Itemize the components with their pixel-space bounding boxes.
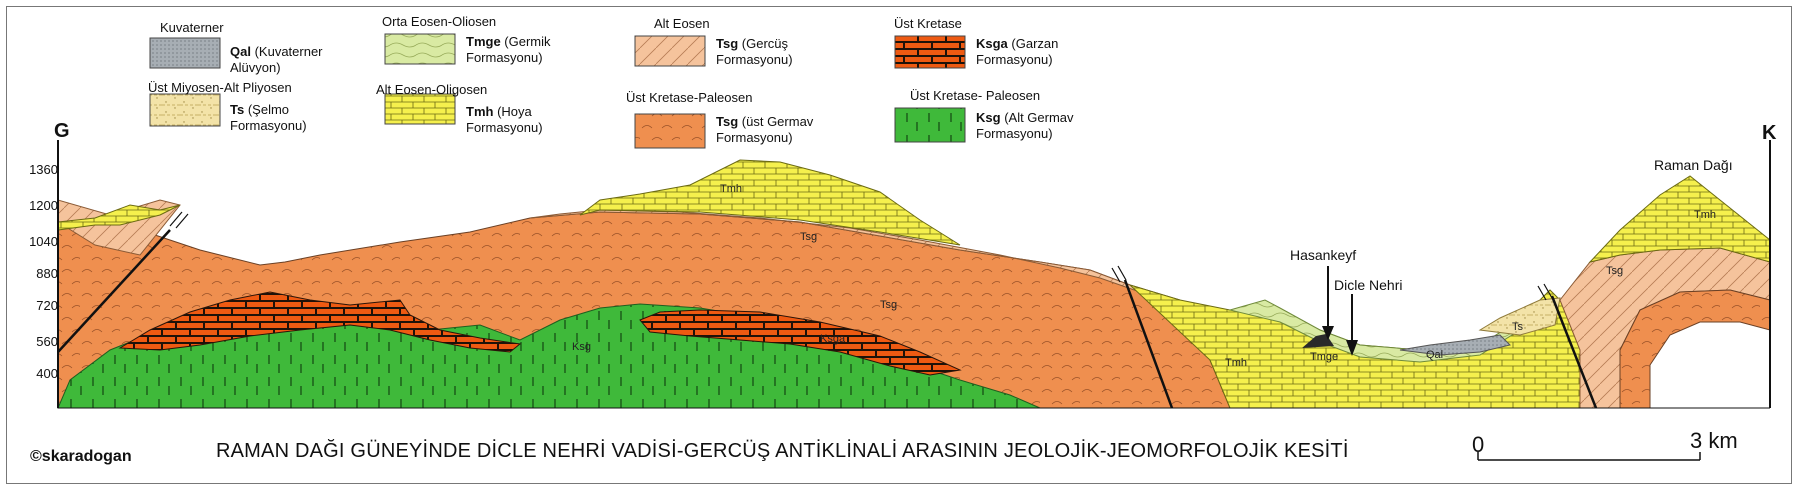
legend-entry-tmge: Tmge (Germik Formasyonu) [466, 34, 586, 66]
layer-tmh-top [579, 159, 961, 246]
legend-swatch-tmh [384, 93, 456, 125]
place-raman: Raman Dağı [1654, 157, 1733, 173]
legend-entry-tsg-germav: Tsg (üst Germav Formasyonu) [716, 114, 836, 146]
unit-label-ksga: Ksga [820, 333, 846, 345]
legend-swatch-tsg-gercus [634, 35, 706, 67]
legend-code-tsg-gercus: Tsg [716, 36, 739, 51]
scale-start-label: 0 [1472, 432, 1485, 457]
legend-swatch-tmge [384, 33, 456, 65]
legend-group-alt-eosen: Alt Eosen [654, 16, 710, 31]
place-hasankeyf: Hasankeyf [1290, 247, 1356, 263]
unit-label-tsg-mid: Tsg [800, 231, 817, 243]
fault-right [1550, 295, 1598, 409]
fault-left [57, 229, 171, 353]
legend-swatch-ksg [894, 107, 966, 143]
legend-entry-tsg-gercus: Tsg (Gercüş Formasyonu) [716, 36, 836, 68]
legend-code-tsg-germav: Tsg [716, 114, 739, 129]
layer-qal [1399, 334, 1511, 356]
legend-name-ksg: (Alt Germav Formasyonu) [976, 110, 1074, 141]
legend-code-tmge: Tmge [466, 34, 501, 49]
elevation-tick: 1040 [29, 234, 58, 249]
legend-group-kuvaterner: Kuvaterner [160, 20, 224, 35]
legend-code-ksg: Ksg [976, 110, 1001, 125]
elevation-tick: 1360 [29, 162, 58, 177]
unit-label-ts: Ts [1512, 321, 1524, 333]
elevation-tick: 560 [36, 334, 58, 349]
unit-label-tmh-top: Tmh [720, 183, 742, 195]
layer-ts [1478, 297, 1561, 336]
scale-bar [1477, 452, 1701, 461]
elevation-tick: 1200 [29, 198, 58, 213]
elevation-tick: 720 [36, 298, 58, 313]
elevation-tick: 880 [36, 266, 58, 281]
scale-end-label: 3 km [1690, 428, 1738, 453]
figure-frame [6, 6, 1792, 484]
section-unit-labels: Tmh Tsg Tsg Ksg Ksga Tmh Tmge Qal Ts Tsg… [572, 183, 1716, 369]
legend-swatch-ts [149, 93, 221, 127]
legend-entry-ts: Ts (Şelmo Formasyonu) [230, 102, 350, 134]
legend-group-miyosen: Üst Miyosen-Alt Pliyosen [148, 80, 292, 95]
legend-name-tsg-gercus: (Gercüş Formasyonu) [716, 36, 793, 67]
legend-entry-ksga: Ksga (Garzan Formasyonu) [976, 36, 1096, 68]
place-dicle: Dicle Nehri [1334, 277, 1402, 293]
unit-label-tmge: Tmge [1310, 351, 1338, 363]
legend-entry-ksg: Ksg (Alt Germav Formasyonu) [976, 110, 1096, 142]
legend-name-tsg-germav: (üst Germav Formasyonu) [716, 114, 814, 145]
legend-group-orta-eosen: Orta Eosen-Oliosen [382, 14, 497, 29]
unit-label-qal: Qal [1426, 349, 1443, 361]
layer-tmh-raman [1588, 175, 1771, 263]
dicle-arrowhead [1346, 340, 1358, 356]
legend-name-qal: (Kuvaterner Alüvyon) [230, 44, 323, 75]
legend-swatch-qal [149, 37, 221, 69]
legend-group-ust-kretase-paleosen-2: Üst Kretase- Paleosen [910, 88, 1041, 103]
end-label-right: K [1762, 122, 1777, 144]
legend-group-alt-eosen-oligosen: Alt Eosen-Oligosen [376, 82, 488, 97]
unit-label-tmh-right: Tmh [1225, 357, 1247, 369]
legend-code-tmh: Tmh [466, 104, 494, 119]
unit-label-ksg: Ksg [572, 341, 591, 353]
legend-entry-tmh: Tmh (Hoya Formasyonu) [466, 104, 586, 136]
legend-swatch-tsg-germav [634, 113, 706, 149]
legend-entry-qal: Qal (Kuvaterner Alüvyon) [230, 44, 350, 76]
unit-label-tmh-raman: Tmh [1694, 209, 1716, 221]
legend-group-ust-kretase: Üst Kretase [894, 16, 962, 31]
fault-arrows [169, 211, 1553, 301]
layer-ksga-right [639, 309, 962, 376]
layer-hasankeyf-mound [1302, 334, 1334, 348]
copyright: ©skaradogan [30, 448, 132, 465]
legend-code-ksga: Ksga [976, 36, 1008, 51]
legend-swatches [149, 33, 966, 149]
layer-ksga-left [118, 291, 522, 353]
fault-mid [1123, 279, 1174, 409]
end-label-left: G [54, 120, 70, 142]
unit-label-tsg-low: Tsg [880, 299, 897, 311]
legend-group-ust-kretase-paleosen: Üst Kretase-Paleosen [626, 90, 753, 105]
layer-tsg-upper-mid [529, 209, 1141, 293]
hasankeyf-arrowhead [1322, 326, 1334, 340]
legend-name-tmge: (Germik Formasyonu) [466, 34, 551, 65]
layer-tmh-left [57, 200, 181, 231]
section-layers [57, 140, 1771, 409]
legend-name-ts: (Şelmo Formasyonu) [230, 102, 307, 133]
elevation-tick: 400 [36, 366, 58, 381]
unit-label-tsg-right: Tsg [1606, 265, 1623, 277]
legend-name-tmh: (Hoya Formasyonu) [466, 104, 543, 135]
figure-title: RAMAN DAĞI GÜNEYİNDE DİCLE NEHRİ VADİSİ-… [216, 440, 1349, 462]
legend-code-ts: Ts [230, 102, 245, 117]
legend-swatch-ksga [894, 35, 966, 69]
legend-code-qal: Qal [230, 44, 251, 59]
legend-name-ksga: (Garzan Formasyonu) [976, 36, 1059, 67]
